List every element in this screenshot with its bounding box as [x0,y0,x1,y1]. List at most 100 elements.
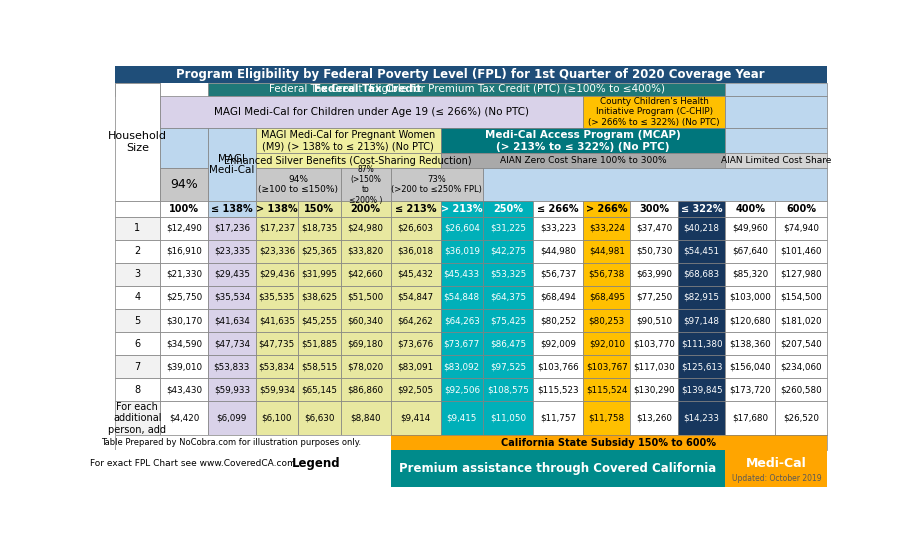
Text: ≤ 322%: ≤ 322% [681,204,722,214]
Bar [678,309,725,332]
Text: $9,414: $9,414 [401,414,431,423]
Text: $17,680: $17,680 [732,414,768,423]
Bar [483,217,533,240]
Bar [341,401,391,435]
Text: $31,995: $31,995 [301,270,337,279]
Bar [115,217,160,240]
Bar [298,286,341,309]
Text: $115,524: $115,524 [586,385,628,394]
Text: AIAN Limited Cost Share: AIAN Limited Cost Share [721,156,832,165]
Text: $26,520: $26,520 [783,414,819,423]
Bar [341,217,391,240]
Bar [160,379,208,401]
Bar [725,153,827,168]
Bar [533,401,583,435]
Bar [776,309,827,332]
Text: $64,375: $64,375 [490,293,526,302]
Text: $127,980: $127,980 [780,270,823,279]
Bar [678,332,725,355]
Text: $86,475: $86,475 [490,339,526,348]
Text: $108,575: $108,575 [487,385,529,394]
Bar [160,128,208,168]
Bar [678,240,725,263]
Bar [725,379,776,401]
Text: $4,420: $4,420 [169,414,199,423]
Bar [255,263,298,286]
Bar [725,96,827,128]
Text: $34,590: $34,590 [166,339,202,348]
Text: $86,860: $86,860 [347,385,383,394]
Text: $92,506: $92,506 [444,385,480,394]
Text: 94%: 94% [170,178,198,191]
Text: $29,436: $29,436 [259,270,295,279]
Bar [533,332,583,355]
Bar [440,355,483,379]
Text: $74,940: $74,940 [783,224,819,232]
Text: 87%
(>150%
to
≤200% ): 87% (>150% to ≤200% ) [349,165,382,205]
Bar [725,401,776,435]
Text: $69,180: $69,180 [347,339,383,348]
Bar [208,286,255,309]
Bar [255,201,298,217]
Text: $130,290: $130,290 [633,385,675,394]
Text: 73%
(>200 to ≤250% FPL): 73% (>200 to ≤250% FPL) [391,175,482,194]
Bar [483,286,533,309]
Text: AIAN Zero Cost Share 100% to 300%: AIAN Zero Cost Share 100% to 300% [500,156,666,165]
Text: $56,737: $56,737 [539,270,576,279]
Bar [115,435,827,450]
Text: $92,010: $92,010 [589,339,625,348]
Bar [391,217,440,240]
Text: $33,224: $33,224 [589,224,625,232]
Bar [391,379,440,401]
Text: 1: 1 [134,223,141,233]
Text: $6,099: $6,099 [217,414,247,423]
Text: $92,505: $92,505 [398,385,434,394]
Bar [776,263,827,286]
Bar [115,83,160,96]
Text: $120,680: $120,680 [730,316,771,325]
Bar [115,286,160,309]
Bar [725,332,776,355]
Bar [725,263,776,286]
Bar [208,263,255,286]
Text: $47,735: $47,735 [259,339,295,348]
Bar [115,355,160,379]
Bar [255,240,298,263]
Text: $101,460: $101,460 [780,247,822,255]
Text: $64,263: $64,263 [444,316,480,325]
Bar [208,401,255,435]
Bar [630,263,678,286]
Text: Program Eligibility by Federal Poverty Level (FPL) for 1st Quarter of 2020 Cover: Program Eligibility by Federal Poverty L… [176,68,765,80]
Text: $9,415: $9,415 [447,414,477,423]
Bar [298,401,341,435]
Text: $13,260: $13,260 [636,414,672,423]
Text: $35,534: $35,534 [214,293,250,302]
Bar [115,263,160,286]
Bar [115,401,160,435]
Bar [725,128,827,153]
Bar [678,379,725,401]
Bar [208,355,255,379]
Bar [630,217,678,240]
Text: $80,252: $80,252 [540,316,576,325]
Text: $75,425: $75,425 [490,316,526,325]
Text: $44,981: $44,981 [589,247,625,255]
Text: $21,330: $21,330 [166,270,202,279]
Text: $83,091: $83,091 [398,362,434,371]
Text: > 266%: > 266% [586,204,628,214]
Bar [341,355,391,379]
Text: $125,613: $125,613 [681,362,722,371]
Bar [483,355,533,379]
Bar [483,379,533,401]
Text: 8: 8 [134,385,141,395]
Bar [630,355,678,379]
Text: 3: 3 [134,269,141,280]
Text: $138,360: $138,360 [730,339,771,348]
Bar [440,401,483,435]
Bar [678,286,725,309]
Text: $11,758: $11,758 [589,414,625,423]
Bar [533,355,583,379]
Bar [533,309,583,332]
Text: Table Prepared by NoCobra.com for illustration purposes only.: Table Prepared by NoCobra.com for illust… [101,438,361,447]
Bar [255,217,298,240]
